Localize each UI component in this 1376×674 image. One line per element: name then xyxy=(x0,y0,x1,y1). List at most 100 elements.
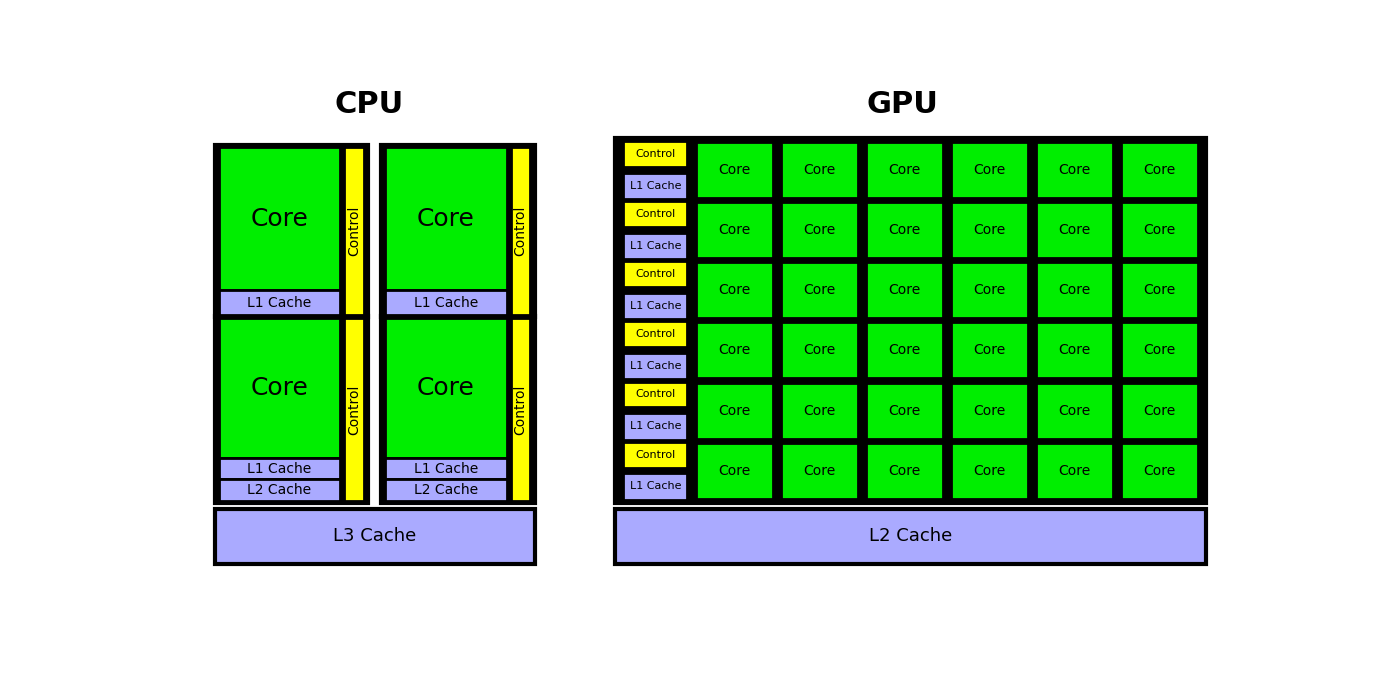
FancyBboxPatch shape xyxy=(696,383,772,439)
FancyBboxPatch shape xyxy=(866,262,943,318)
Text: L3 Cache: L3 Cache xyxy=(333,527,417,545)
Text: Core: Core xyxy=(973,223,1006,237)
Text: Core: Core xyxy=(1143,283,1175,297)
Text: Core: Core xyxy=(250,376,308,400)
Text: Core: Core xyxy=(804,344,835,357)
FancyBboxPatch shape xyxy=(219,458,340,479)
FancyBboxPatch shape xyxy=(951,443,1028,499)
Text: Core: Core xyxy=(804,223,835,237)
Text: Control: Control xyxy=(636,269,676,279)
Text: Core: Core xyxy=(718,464,750,478)
FancyBboxPatch shape xyxy=(1036,443,1113,499)
Text: Core: Core xyxy=(718,223,750,237)
FancyBboxPatch shape xyxy=(623,262,688,287)
Text: Core: Core xyxy=(889,223,921,237)
FancyBboxPatch shape xyxy=(623,141,688,167)
FancyBboxPatch shape xyxy=(385,479,506,501)
Text: Core: Core xyxy=(718,404,750,418)
Text: Core: Core xyxy=(718,163,750,177)
FancyBboxPatch shape xyxy=(1036,383,1113,439)
FancyBboxPatch shape xyxy=(1036,262,1113,318)
FancyBboxPatch shape xyxy=(219,479,340,501)
Text: Core: Core xyxy=(417,376,475,400)
FancyBboxPatch shape xyxy=(219,290,340,315)
FancyBboxPatch shape xyxy=(623,321,688,347)
FancyBboxPatch shape xyxy=(215,509,534,563)
FancyBboxPatch shape xyxy=(623,413,688,439)
Text: Core: Core xyxy=(973,344,1006,357)
Text: L1 Cache: L1 Cache xyxy=(414,296,477,310)
FancyBboxPatch shape xyxy=(782,202,857,258)
Text: L1 Cache: L1 Cache xyxy=(630,481,681,491)
Text: CPU: CPU xyxy=(334,90,405,119)
FancyBboxPatch shape xyxy=(381,145,534,317)
Text: Control: Control xyxy=(636,390,676,400)
FancyBboxPatch shape xyxy=(510,318,530,501)
FancyBboxPatch shape xyxy=(951,142,1028,198)
Text: GPU: GPU xyxy=(867,90,938,119)
Text: Core: Core xyxy=(804,163,835,177)
FancyBboxPatch shape xyxy=(623,233,688,259)
Text: Core: Core xyxy=(718,344,750,357)
Text: Core: Core xyxy=(973,283,1006,297)
FancyBboxPatch shape xyxy=(696,202,772,258)
FancyBboxPatch shape xyxy=(381,316,534,503)
Text: L1 Cache: L1 Cache xyxy=(630,361,681,371)
FancyBboxPatch shape xyxy=(696,322,772,378)
Text: L1 Cache: L1 Cache xyxy=(248,296,311,310)
FancyBboxPatch shape xyxy=(344,318,363,501)
FancyBboxPatch shape xyxy=(510,147,530,315)
FancyBboxPatch shape xyxy=(782,262,857,318)
Text: Core: Core xyxy=(804,404,835,418)
FancyBboxPatch shape xyxy=(951,202,1028,258)
Text: Core: Core xyxy=(417,207,475,231)
FancyBboxPatch shape xyxy=(1121,202,1198,258)
FancyBboxPatch shape xyxy=(866,322,943,378)
Text: Core: Core xyxy=(250,207,308,231)
Text: Control: Control xyxy=(636,330,676,339)
Text: Core: Core xyxy=(889,344,921,357)
Text: Control: Control xyxy=(347,206,361,256)
Text: Core: Core xyxy=(973,163,1006,177)
Text: Core: Core xyxy=(889,163,921,177)
Text: Core: Core xyxy=(718,283,750,297)
FancyBboxPatch shape xyxy=(615,509,1207,563)
Text: Core: Core xyxy=(1143,163,1175,177)
Text: Core: Core xyxy=(1058,344,1091,357)
FancyBboxPatch shape xyxy=(696,262,772,318)
Text: Control: Control xyxy=(636,450,676,460)
Text: L2 Cache: L2 Cache xyxy=(248,483,311,497)
Text: Control: Control xyxy=(636,149,676,159)
Text: Control: Control xyxy=(636,209,676,219)
Text: Core: Core xyxy=(973,404,1006,418)
FancyBboxPatch shape xyxy=(696,443,772,499)
FancyBboxPatch shape xyxy=(219,318,340,458)
FancyBboxPatch shape xyxy=(1036,142,1113,198)
FancyBboxPatch shape xyxy=(866,142,943,198)
FancyBboxPatch shape xyxy=(215,145,369,317)
FancyBboxPatch shape xyxy=(623,473,688,499)
Text: Core: Core xyxy=(1143,223,1175,237)
Text: Core: Core xyxy=(1058,283,1091,297)
FancyBboxPatch shape xyxy=(385,318,506,458)
FancyBboxPatch shape xyxy=(219,147,340,290)
Text: L1 Cache: L1 Cache xyxy=(630,181,681,191)
FancyBboxPatch shape xyxy=(344,147,363,315)
Text: L1 Cache: L1 Cache xyxy=(630,301,681,311)
FancyBboxPatch shape xyxy=(866,383,943,439)
Text: L1 Cache: L1 Cache xyxy=(248,462,311,476)
FancyBboxPatch shape xyxy=(623,202,688,227)
FancyBboxPatch shape xyxy=(951,383,1028,439)
Text: Core: Core xyxy=(1143,344,1175,357)
FancyBboxPatch shape xyxy=(1121,142,1198,198)
FancyBboxPatch shape xyxy=(951,322,1028,378)
Text: Core: Core xyxy=(889,464,921,478)
Text: L1 Cache: L1 Cache xyxy=(414,462,477,476)
FancyBboxPatch shape xyxy=(385,290,506,315)
FancyBboxPatch shape xyxy=(866,202,943,258)
FancyBboxPatch shape xyxy=(696,142,772,198)
Text: Control: Control xyxy=(513,206,527,256)
FancyBboxPatch shape xyxy=(623,441,688,468)
Text: Core: Core xyxy=(1058,464,1091,478)
FancyBboxPatch shape xyxy=(1036,322,1113,378)
